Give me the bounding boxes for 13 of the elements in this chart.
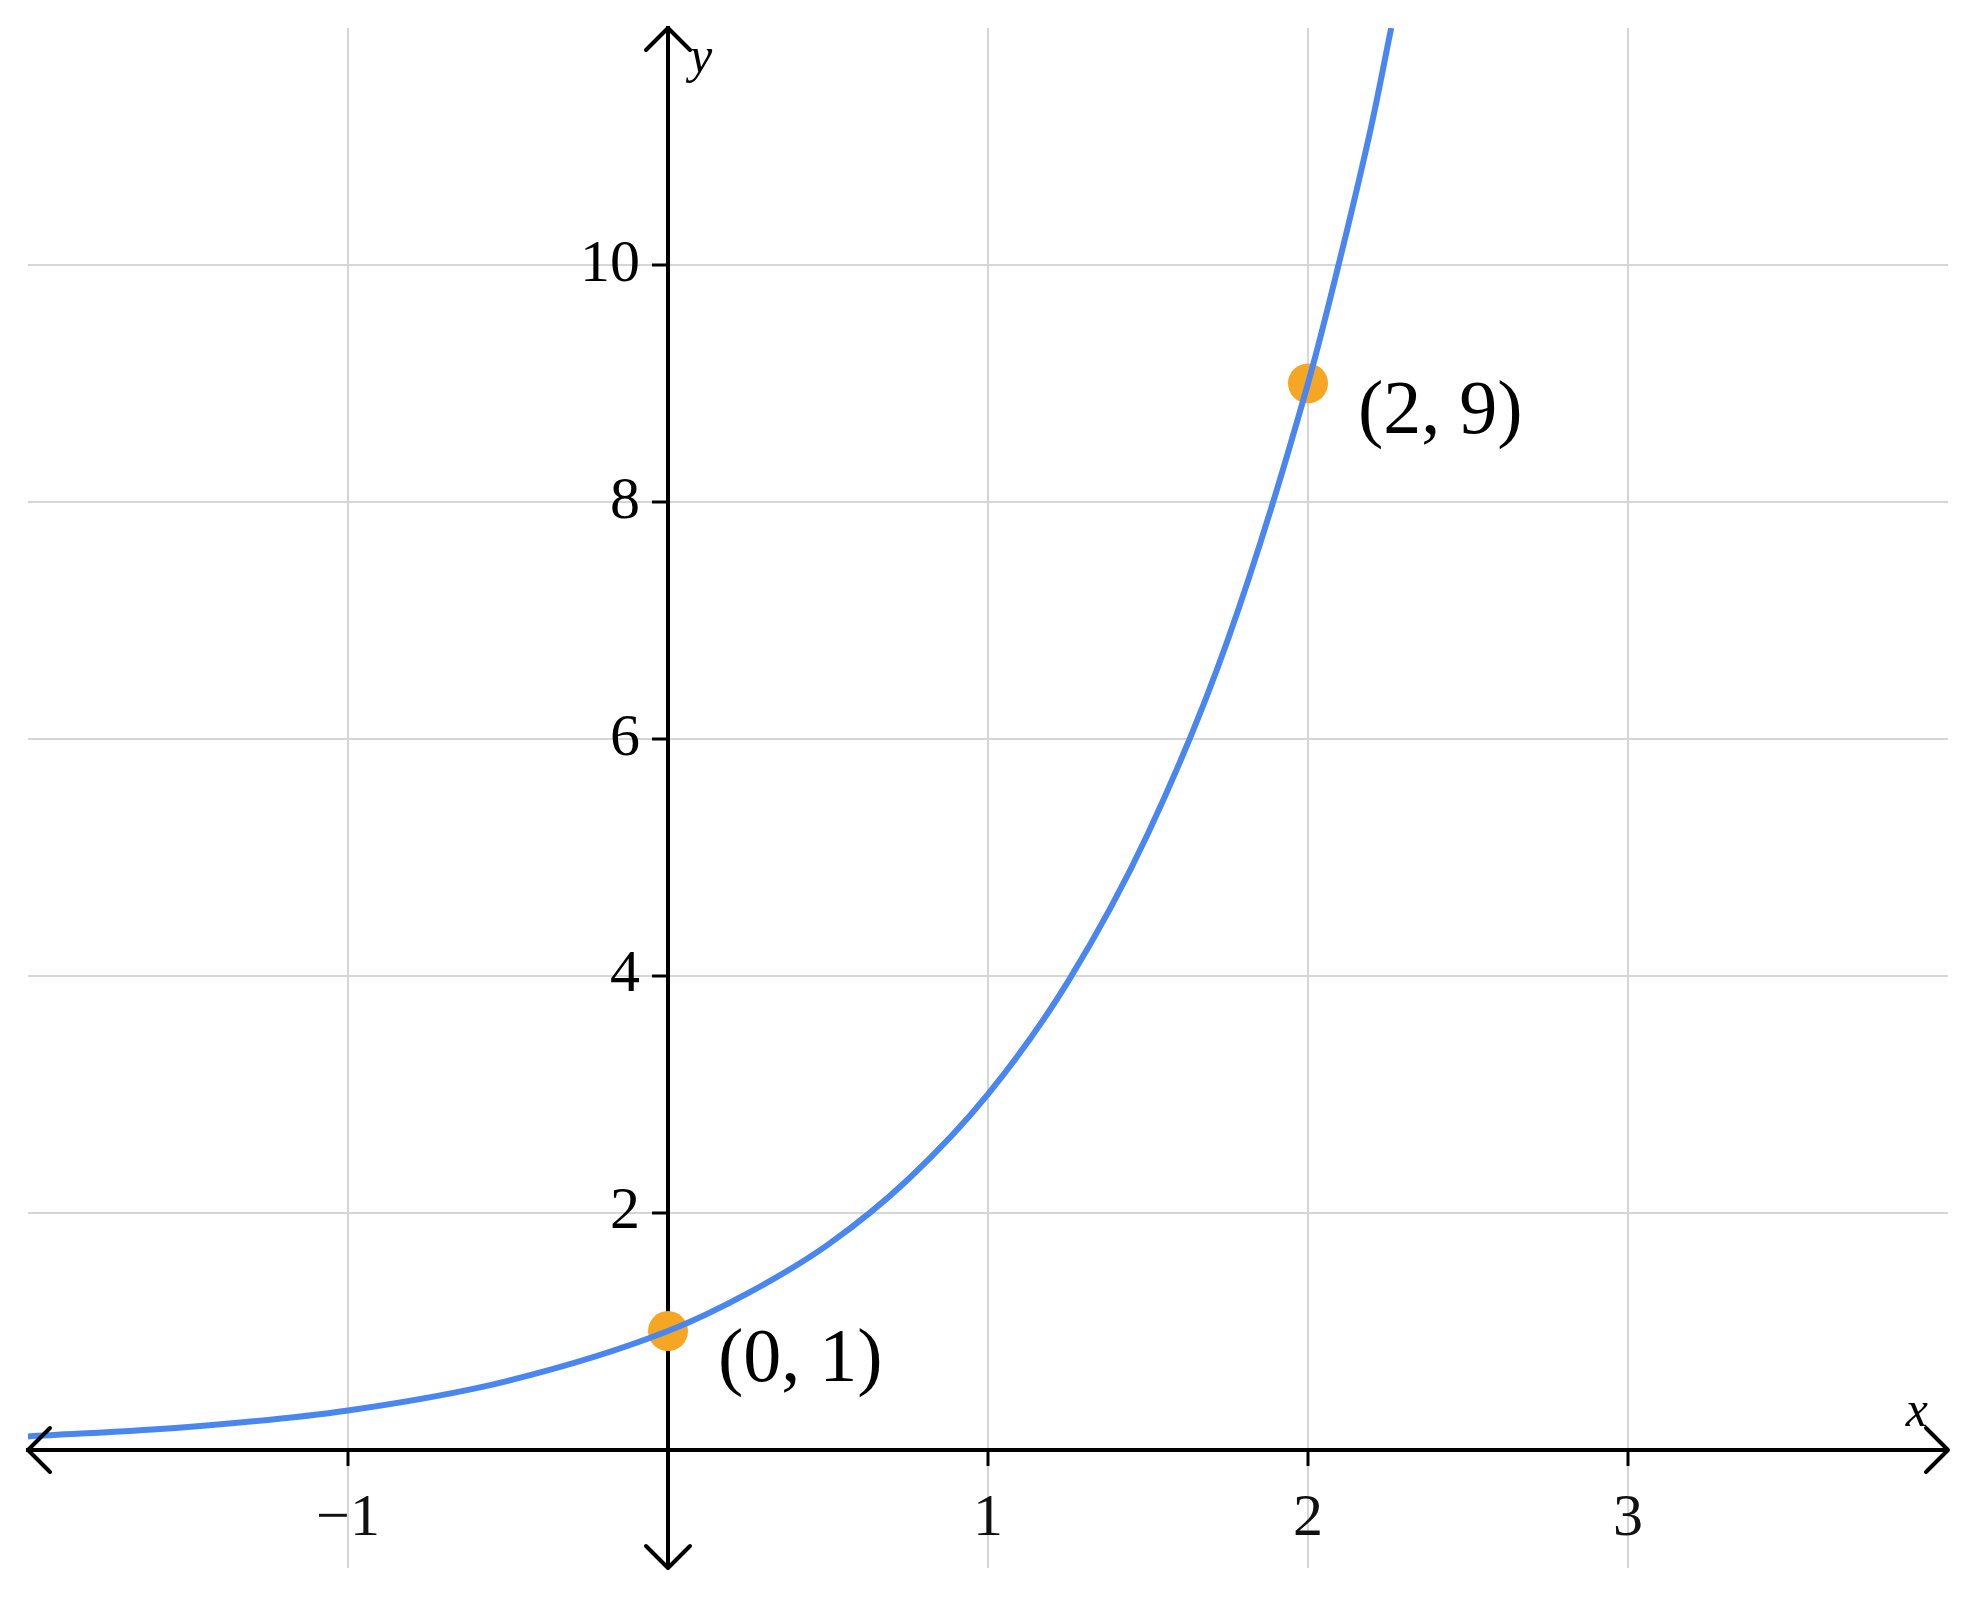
x-tick-label: −1 [316, 1482, 380, 1549]
x-axis-title: x [1904, 1380, 1928, 1437]
x-tick-label: 1 [973, 1482, 1003, 1549]
annotation: (2, 9) [1358, 365, 1523, 451]
y-tick-label: 2 [610, 1175, 640, 1242]
y-tick-label: 8 [610, 464, 640, 531]
y-tick-label: 10 [580, 227, 640, 294]
y-tick-label: 6 [610, 701, 640, 768]
annotation: (0, 1) [718, 1313, 883, 1399]
y-tick-label: 4 [610, 938, 640, 1005]
x-tick-label: 3 [1613, 1482, 1643, 1549]
y-axis-title: y [685, 27, 713, 84]
x-tick-label: 2 [1293, 1482, 1323, 1549]
